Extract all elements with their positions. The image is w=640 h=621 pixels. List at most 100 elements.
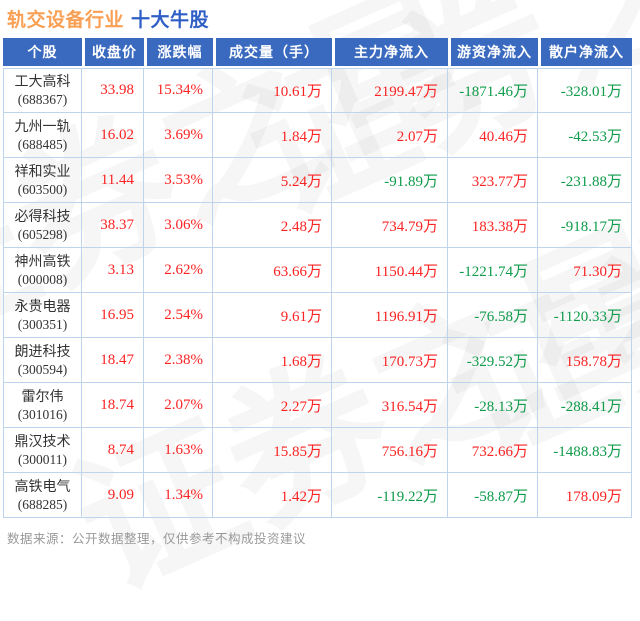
stock-name: 神州高铁	[14, 252, 71, 269]
close-price: 33.98	[82, 68, 144, 113]
speculative-net-inflow: 40.46万	[448, 113, 538, 158]
change-percent: 3.69%	[144, 113, 213, 158]
retail-net-inflow: 178.09万	[538, 473, 632, 518]
column-header: 散户净流入	[538, 38, 632, 68]
column-header: 涨跌幅	[144, 38, 213, 68]
change-percent: 2.07%	[144, 383, 213, 428]
column-header: 主力净流入	[332, 38, 448, 68]
table-row: 神州高铁 (000008) 3.13 2.62% 63.66万 1150.44万…	[3, 248, 632, 293]
stock-code: (603500)	[17, 181, 68, 197]
volume: 15.85万	[213, 428, 332, 473]
main-net-inflow: 756.16万	[332, 428, 448, 473]
close-price: 16.02	[82, 113, 144, 158]
main-net-inflow: 1150.44万	[332, 248, 448, 293]
table-row: 朗进科技 (300594) 18.47 2.38% 1.68万 170.73万 …	[3, 338, 632, 383]
main-net-inflow: 170.73万	[332, 338, 448, 383]
speculative-net-inflow: 732.66万	[448, 428, 538, 473]
close-price: 18.47	[82, 338, 144, 383]
stock-name: 工大高科	[14, 73, 71, 89]
top-stocks-table: 个股 收盘价 涨跌幅 成交量（手） 主力净流入 游资净流入 散户净流入 工大高科 (6883…	[3, 38, 632, 518]
stock-code: (688485)	[17, 136, 68, 152]
table-row: 雷尔伟 (301016) 18.74 2.07% 2.27万 316.54万 -…	[3, 383, 632, 428]
main-net-inflow: 1196.91万	[332, 293, 448, 338]
speculative-net-inflow: 183.38万	[448, 203, 538, 248]
change-percent: 15.34%	[144, 68, 213, 113]
stock-code: (300351)	[17, 316, 68, 332]
volume: 1.42万	[213, 473, 332, 518]
main-net-inflow: 2.07万	[332, 113, 448, 158]
data-source-note: 数据来源：公开数据整理，仅供参考不构成投资建议	[7, 532, 307, 546]
change-percent: 1.63%	[144, 428, 213, 473]
title-suffix: 十大牛股	[131, 10, 210, 31]
speculative-net-inflow: -28.13万	[448, 383, 538, 428]
close-price: 3.13	[82, 248, 144, 293]
volume: 5.24万	[213, 158, 332, 203]
stock-name: 高铁电气	[14, 477, 71, 494]
stock-code: (688285)	[17, 496, 68, 512]
table-row: 永贵电器 (300351) 16.95 2.54% 9.61万 1196.91万…	[3, 293, 632, 338]
title-industry: 轨交设备行业	[7, 10, 125, 31]
retail-net-inflow: -1488.83万	[538, 428, 632, 473]
volume: 1.84万	[213, 113, 332, 158]
retail-net-inflow: -42.53万	[538, 113, 632, 158]
stock-code: (000008)	[17, 271, 68, 287]
speculative-net-inflow: -1871.46万	[448, 68, 538, 113]
table-row: 九州一轨 (688485) 16.02 3.69% 1.84万 2.07万 40…	[3, 113, 632, 158]
volume: 63.66万	[213, 248, 332, 293]
main-net-inflow: -119.22万	[332, 473, 448, 518]
page-title: 轨交设备行业 十大牛股	[7, 5, 209, 32]
table-row: 必得科技 (605298) 38.37 3.06% 2.48万 734.79万 …	[3, 203, 632, 248]
volume: 10.61万	[213, 68, 332, 113]
table-row: 高铁电气 (688285) 9.09 1.34% 1.42万 -119.22万 …	[3, 473, 632, 518]
close-price: 8.74	[82, 428, 144, 473]
main-net-inflow: 2199.47万	[332, 68, 448, 113]
table-row: 祥和实业 (603500) 11.44 3.53% 5.24万 -91.89万 …	[3, 158, 632, 203]
stock-name: 必得科技	[14, 207, 71, 224]
volume: 1.68万	[213, 338, 332, 383]
speculative-net-inflow: 323.77万	[448, 158, 538, 203]
retail-net-inflow: -328.01万	[538, 68, 632, 113]
table-row: 工大高科 (688367) 33.98 15.34% 10.61万 2199.4…	[3, 68, 632, 113]
retail-net-inflow: -231.88万	[538, 158, 632, 203]
column-header: 成交量（手）	[213, 38, 332, 68]
retail-net-inflow: -918.17万	[538, 203, 632, 248]
close-price: 11.44	[82, 158, 144, 203]
speculative-net-inflow: -1221.74万	[448, 248, 538, 293]
volume: 9.61万	[213, 293, 332, 338]
close-price: 9.09	[82, 473, 144, 518]
column-header: 收盘价	[82, 38, 144, 68]
change-percent: 2.38%	[144, 338, 213, 383]
speculative-net-inflow: -76.58万	[448, 293, 538, 338]
table-header-row: 个股 收盘价 涨跌幅 成交量（手） 主力净流入 游资净流入 散户净流入	[3, 38, 632, 68]
stock-name: 雷尔伟	[21, 387, 64, 404]
close-price: 38.37	[82, 203, 144, 248]
retail-net-inflow: -1120.33万	[538, 293, 632, 338]
stock-code: (301016)	[17, 406, 68, 422]
change-percent: 1.34%	[144, 473, 213, 518]
stock-name: 九州一轨	[14, 117, 71, 134]
volume: 2.48万	[213, 203, 332, 248]
stock-code: (688367)	[17, 92, 68, 107]
close-price: 16.95	[82, 293, 144, 338]
change-percent: 2.62%	[144, 248, 213, 293]
change-percent: 3.06%	[144, 203, 213, 248]
speculative-net-inflow: -58.87万	[448, 473, 538, 518]
close-price: 18.74	[82, 383, 144, 428]
main-net-inflow: -91.89万	[332, 158, 448, 203]
main-net-inflow: 734.79万	[332, 203, 448, 248]
stock-code: (300594)	[17, 361, 68, 377]
table-row: 鼎汉技术 (300011) 8.74 1.63% 15.85万 756.16万 …	[3, 428, 632, 473]
main-net-inflow: 316.54万	[332, 383, 448, 428]
speculative-net-inflow: -329.52万	[448, 338, 538, 383]
retail-net-inflow: 71.30万	[538, 248, 632, 293]
stock-name: 朗进科技	[14, 342, 71, 359]
stock-name: 祥和实业	[14, 162, 71, 179]
column-header: 个股	[3, 38, 82, 68]
stock-code: (605298)	[17, 226, 68, 242]
volume: 2.27万	[213, 383, 332, 428]
column-header: 游资净流入	[448, 38, 538, 68]
retail-net-inflow: 158.78万	[538, 338, 632, 383]
retail-net-inflow: -288.41万	[538, 383, 632, 428]
change-percent: 3.53%	[144, 158, 213, 203]
stock-code: (300011)	[18, 451, 67, 467]
